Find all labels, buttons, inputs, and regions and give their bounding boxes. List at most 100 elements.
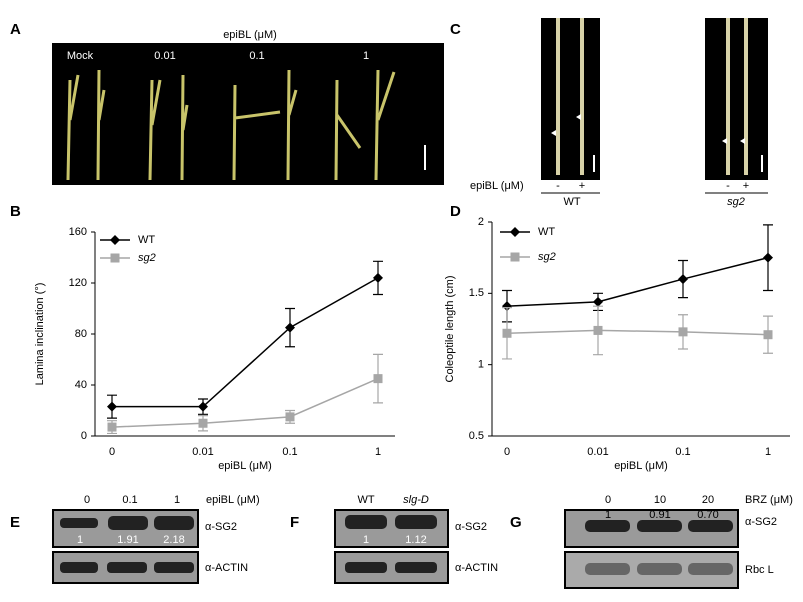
series-line	[112, 277, 379, 408]
marker	[373, 272, 383, 283]
x-axis-label: epiBL (μM)	[218, 460, 272, 472]
dose-label: Mock	[67, 50, 94, 62]
panel-label: F	[290, 514, 299, 531]
row-label: α-SG2	[205, 521, 237, 533]
dose-label: 0.01	[154, 50, 175, 62]
y-tick-label: 0	[81, 430, 87, 442]
y-tick-label: 160	[69, 226, 87, 238]
unit: epiBL (μM)	[206, 494, 260, 506]
marker	[510, 252, 520, 262]
quant: 1	[77, 534, 83, 546]
marker	[593, 325, 603, 335]
row-label: α-SG2	[455, 521, 487, 533]
marker	[763, 330, 773, 340]
lane-label: slg-D	[403, 494, 429, 506]
quant: 0.70	[697, 509, 718, 521]
panel-label: C	[450, 21, 461, 38]
dose-label: 1	[363, 50, 369, 62]
marker	[763, 252, 773, 263]
photo	[52, 43, 444, 185]
panel-label: B	[10, 203, 21, 220]
y-tick-label: 2	[478, 216, 484, 228]
y-tick-label: 80	[75, 328, 87, 340]
marker	[502, 301, 512, 312]
seedlings	[66, 69, 396, 181]
x-tick-label: 0	[109, 446, 115, 458]
marker	[198, 418, 208, 428]
row-label: Rbc L	[745, 564, 774, 576]
lane-label: WT	[357, 494, 374, 506]
x-axis-label: epiBL (μM)	[614, 460, 668, 472]
coleoptiles	[556, 18, 748, 175]
marker	[110, 235, 120, 245]
row-label: α-ACTIN	[455, 562, 498, 574]
y-tick-label: 40	[75, 379, 87, 391]
lane-label: 0.1	[122, 494, 137, 506]
x-tick-label: 0.01	[192, 446, 213, 458]
marker	[678, 327, 688, 337]
marker	[593, 296, 603, 307]
marker	[198, 401, 208, 412]
panel-label: E	[10, 514, 20, 531]
quant: 1	[605, 509, 611, 521]
sign: -	[556, 180, 560, 192]
photo	[541, 18, 600, 180]
legend-label: WT	[138, 234, 155, 246]
quant: 1.12	[405, 534, 426, 546]
y-tick-label: 0.5	[469, 430, 484, 442]
legend-label: WT	[538, 226, 555, 238]
quant: 1.91	[117, 534, 138, 546]
blot-frames	[52, 509, 739, 589]
x-tick-label: 0.1	[282, 446, 297, 458]
lane-label: 0	[84, 494, 90, 506]
panel-title: epiBL (μM)	[223, 29, 277, 41]
marker	[373, 374, 383, 384]
x-tick-label: 0	[504, 446, 510, 458]
x-tick-label: 0.1	[675, 446, 690, 458]
quant: 1	[363, 534, 369, 546]
marker	[285, 322, 295, 333]
legend-label: sg2	[538, 251, 556, 263]
genotype: sg2	[727, 196, 745, 208]
quant: 2.18	[163, 534, 184, 546]
y-axis-label: Coleoptile length (cm)	[444, 276, 456, 383]
photo	[705, 18, 768, 180]
marker	[285, 412, 295, 422]
sign: +	[579, 180, 585, 192]
legend-label: sg2	[138, 252, 156, 264]
x-tick-label: 1	[375, 446, 381, 458]
series-line	[506, 256, 769, 307]
dose-label: 0.1	[249, 50, 264, 62]
quant: 0.91	[649, 509, 670, 521]
row-label: α-SG2	[745, 516, 777, 528]
marker	[502, 328, 512, 338]
y-tick-label: 1	[478, 359, 484, 371]
lane-label: 10	[654, 494, 666, 506]
y-tick-label: 120	[69, 277, 87, 289]
arrowheads	[551, 114, 745, 144]
panel-label: D	[450, 203, 461, 220]
panel-label: A	[10, 21, 21, 38]
sign: +	[743, 180, 749, 192]
marker	[510, 227, 520, 237]
x-tick-label: 1	[765, 446, 771, 458]
blot-bands	[53, 510, 738, 588]
axis-label: epiBL (μM)	[470, 180, 524, 192]
y-axis-label: Lamina inclination (°)	[34, 283, 46, 386]
panel-label: G	[510, 514, 522, 531]
y-tick-label: 1.5	[469, 287, 484, 299]
marker	[110, 253, 120, 263]
series-line	[506, 329, 769, 336]
lane-label: 0	[605, 494, 611, 506]
series-line	[111, 377, 379, 428]
marker	[107, 422, 117, 432]
marker	[678, 274, 688, 285]
x-tick-label: 0.01	[587, 446, 608, 458]
row-label: α-ACTIN	[205, 562, 248, 574]
marker	[107, 401, 117, 412]
lane-label: 20	[702, 494, 714, 506]
lane-label: 1	[174, 494, 180, 506]
genotype: WT	[563, 196, 580, 208]
unit: BRZ (μM)	[745, 494, 793, 506]
